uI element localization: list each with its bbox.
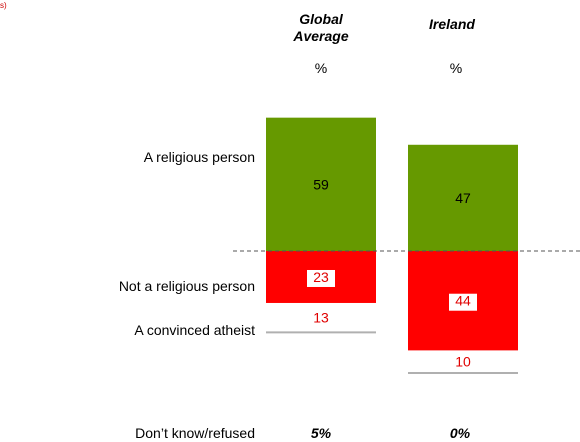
- value-atheist-global-average: 13: [313, 310, 329, 326]
- bar-religious-global-average: [266, 117, 376, 251]
- value-atheist-ireland: 10: [455, 354, 471, 370]
- value-religious-global-average: 59: [313, 176, 329, 192]
- unit-label-global: %: [315, 60, 327, 76]
- column-header-ireland: Ireland: [429, 16, 475, 32]
- value-not-religious-global-average: 23: [313, 269, 329, 285]
- row-label-atheist: A convinced atheist: [134, 322, 255, 338]
- bar-atheist-ireland: [408, 350, 518, 374]
- column-header-line: Global: [299, 11, 344, 27]
- value-not-religious-ireland-box: [449, 293, 477, 311]
- value-religious-ireland: 47: [455, 190, 471, 206]
- column-header-line: Ireland: [429, 16, 475, 32]
- row-label-not-religious: Not a religious person: [119, 278, 255, 294]
- value-not-religious-ireland: 44: [455, 293, 471, 309]
- unit-label-ireland: %: [450, 60, 462, 76]
- dont-know-global: 5%: [311, 425, 332, 441]
- value-not-religious-global-average-box: [307, 269, 335, 287]
- dont-know-ireland: 0%: [450, 425, 471, 441]
- corner-fragment: s): [0, 1, 7, 10]
- bar-religious-ireland: [408, 144, 518, 251]
- column-header-global-average: Global Average: [292, 11, 348, 44]
- row-label-dont-know: Don’t know/refused: [135, 425, 255, 441]
- column-header-line: Average: [292, 28, 348, 44]
- bar-atheist-global-average: [266, 302, 376, 333]
- row-label-religious: A religious person: [144, 149, 255, 165]
